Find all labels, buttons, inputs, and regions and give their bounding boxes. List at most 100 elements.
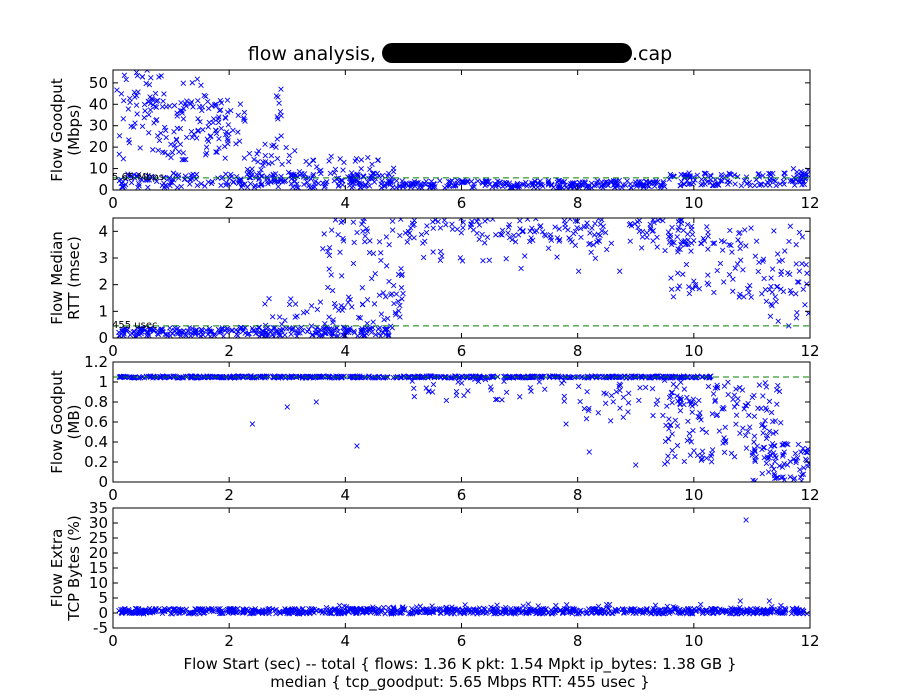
- data-point: [617, 387, 623, 394]
- data-point: [591, 232, 598, 238]
- data-point: [701, 170, 708, 177]
- y-tick-label: 0.8: [84, 393, 108, 411]
- data-point: [705, 246, 711, 252]
- data-point: [508, 184, 514, 190]
- x-tick-label: 4: [341, 194, 351, 212]
- data-point: [601, 390, 607, 396]
- data-point: [801, 465, 807, 471]
- data-point: [331, 178, 338, 184]
- data-point: [326, 266, 332, 272]
- data-point: [222, 143, 228, 150]
- y-tick-label: 5: [98, 589, 108, 607]
- data-point: [451, 183, 457, 189]
- data-point: [773, 475, 780, 481]
- data-point: [698, 240, 704, 247]
- data-point: [737, 257, 744, 263]
- data-point: [600, 374, 607, 381]
- data-point: [752, 182, 758, 189]
- data-point: [213, 130, 220, 137]
- data-point: [246, 150, 253, 157]
- data-point: [516, 183, 522, 189]
- y-tick-label: 40: [89, 95, 108, 113]
- data-point: [291, 171, 297, 178]
- data-point: [781, 461, 787, 467]
- data-point: [350, 183, 356, 189]
- data-point: [372, 270, 378, 277]
- data-point: [521, 181, 527, 188]
- data-point: [585, 375, 592, 381]
- data-point: [649, 385, 656, 392]
- data-point: [180, 150, 187, 156]
- data-point: [281, 609, 287, 615]
- data-point: [777, 610, 783, 616]
- data-point: [258, 167, 264, 173]
- data-point: [133, 70, 140, 76]
- data-point: [135, 375, 142, 381]
- data-point: [266, 295, 272, 302]
- data-point: [143, 80, 149, 87]
- data-point: [311, 610, 317, 616]
- data-point: [274, 114, 281, 120]
- data-point: [249, 421, 256, 427]
- data-point: [512, 611, 518, 617]
- data-point: [283, 144, 289, 151]
- data-point: [413, 604, 420, 610]
- data-point: [569, 607, 576, 613]
- data-point: [269, 160, 275, 166]
- data-point: [756, 171, 762, 177]
- data-point: [721, 449, 728, 456]
- data-point: [127, 173, 134, 180]
- data-point: [153, 104, 160, 110]
- data-point: [584, 388, 590, 395]
- data-point: [797, 466, 803, 473]
- data-point: [449, 604, 455, 610]
- data-point: [158, 130, 164, 136]
- data-point: [349, 304, 355, 310]
- data-point: [307, 185, 313, 190]
- data-point: [734, 261, 741, 267]
- data-point: [437, 610, 444, 616]
- data-point: [728, 242, 734, 249]
- data-point: [566, 235, 572, 241]
- data-point: [651, 219, 657, 226]
- data-point: [171, 142, 178, 148]
- data-point: [765, 610, 771, 616]
- data-point: [123, 76, 129, 83]
- data-point: [318, 170, 324, 177]
- data-point: [461, 392, 467, 399]
- data-point: [476, 605, 483, 611]
- data-point: [250, 327, 256, 334]
- data-point: [803, 281, 810, 287]
- data-point: [355, 314, 362, 321]
- data-point: [128, 179, 135, 186]
- data-point: [665, 233, 672, 240]
- data-point: [737, 604, 743, 611]
- data-point: [769, 289, 775, 295]
- scatter-points-2: [116, 218, 810, 338]
- data-point: [660, 179, 667, 185]
- data-point: [164, 333, 171, 338]
- data-point: [378, 257, 384, 264]
- data-point: [231, 375, 238, 381]
- data-point: [469, 218, 475, 225]
- data-point: [380, 290, 386, 296]
- data-point: [278, 86, 284, 92]
- data-point: [389, 218, 396, 224]
- data-point: [493, 232, 499, 238]
- data-point: [268, 153, 275, 159]
- data-point: [118, 176, 124, 183]
- data-point: [778, 286, 784, 292]
- data-point: [736, 230, 742, 237]
- data-point: [674, 423, 681, 429]
- data-point: [595, 410, 602, 416]
- data-point: [802, 302, 808, 308]
- data-point: [768, 409, 775, 416]
- data-point: [773, 455, 779, 461]
- data-point: [425, 373, 432, 379]
- data-point: [465, 388, 471, 394]
- data-point: [162, 149, 168, 156]
- data-point: [752, 253, 759, 259]
- data-point: [741, 178, 748, 184]
- data-point: [395, 298, 401, 305]
